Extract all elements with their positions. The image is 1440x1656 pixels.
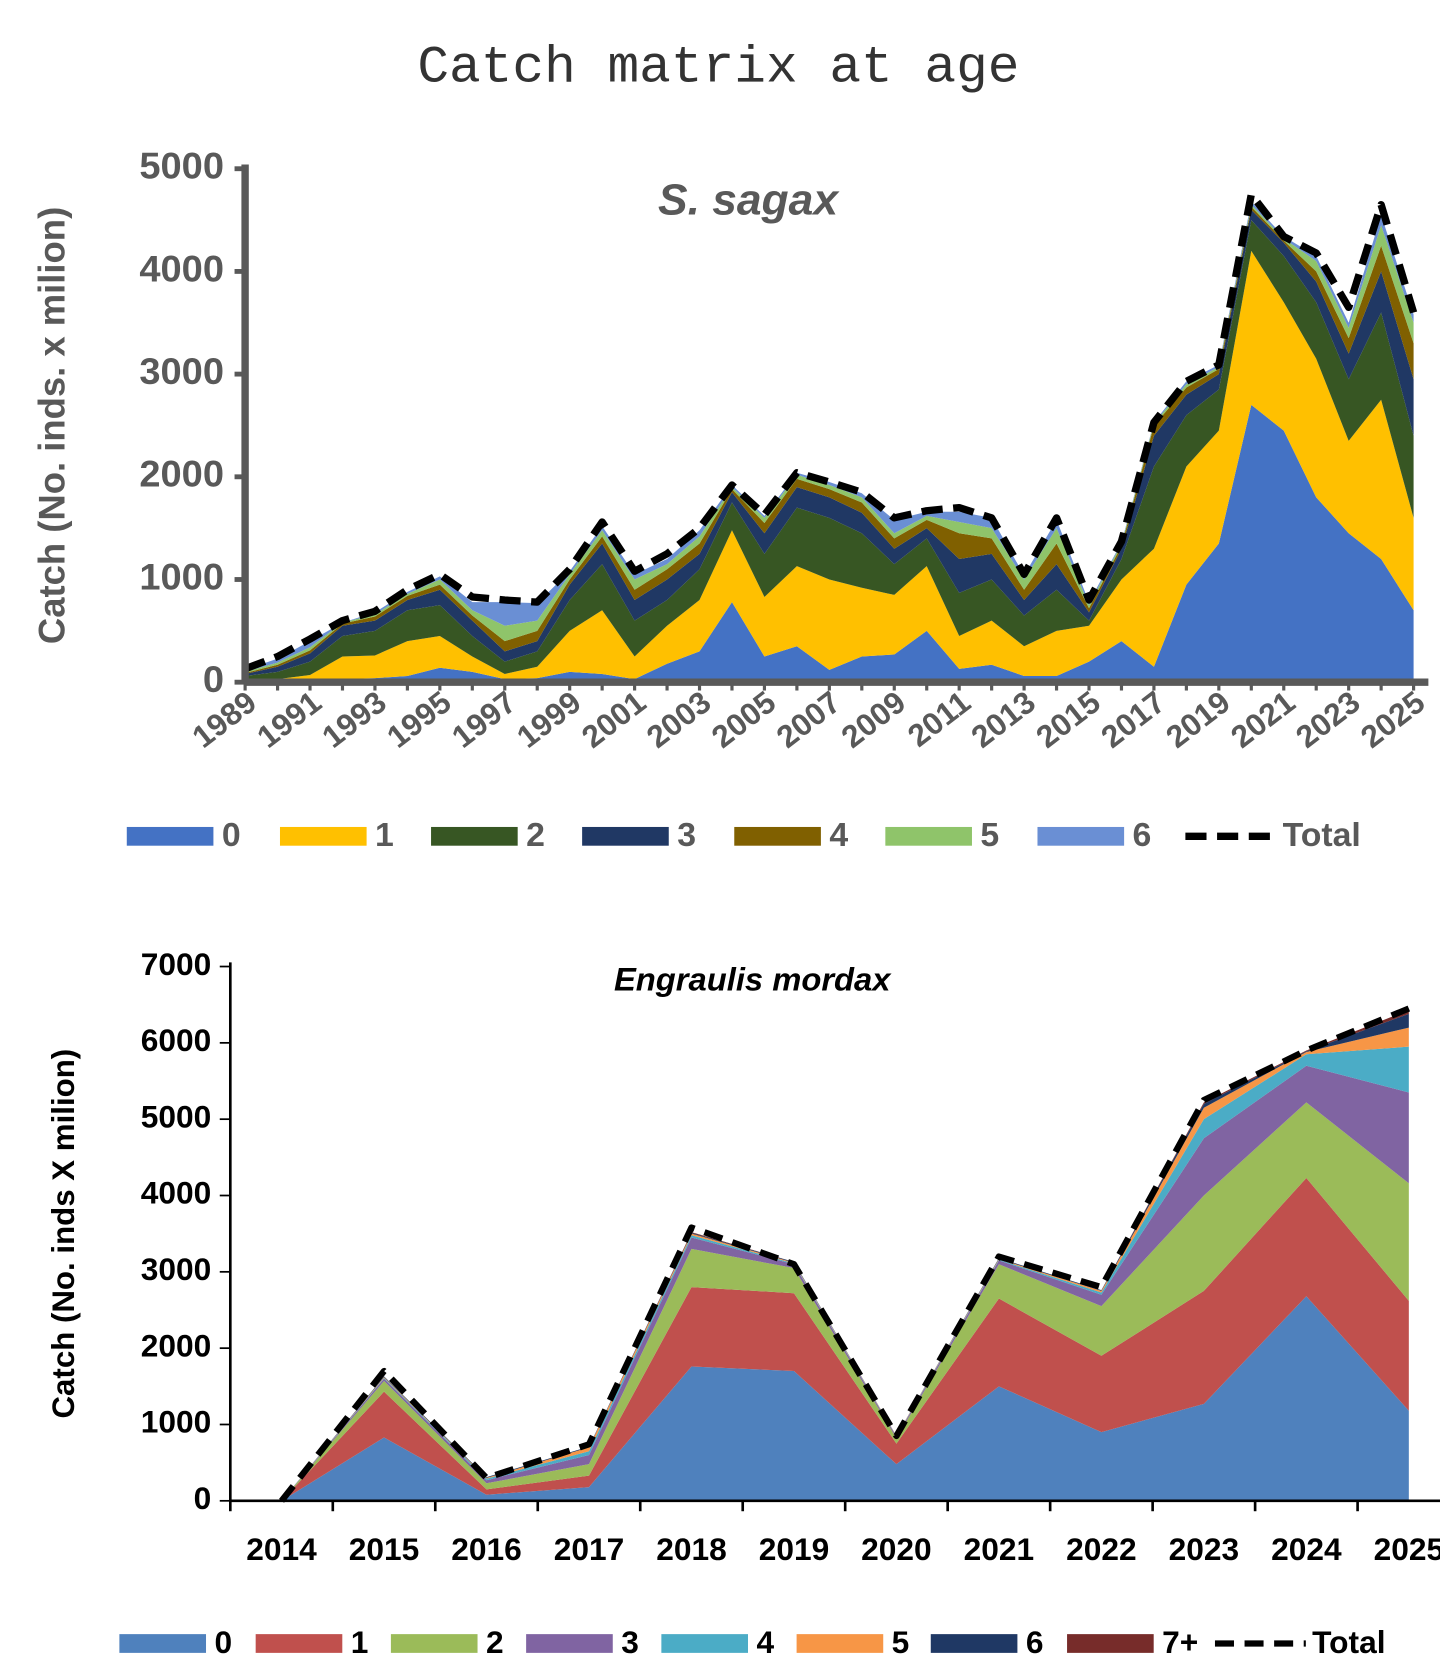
- x-tick-label: 2011: [901, 684, 977, 753]
- legend-label: 5: [980, 817, 999, 854]
- legend-swatch: [390, 1634, 478, 1653]
- x-tick-label: 2009: [835, 684, 912, 754]
- legend-label: 6: [1133, 817, 1152, 854]
- legend-label: 0: [222, 817, 241, 854]
- legend-label: 0: [214, 1625, 232, 1656]
- area: [281, 1102, 1409, 1501]
- total-line: [279, 1005, 1411, 1503]
- x-tick-label: 2025: [1374, 1532, 1440, 1567]
- legend-label: Total: [1283, 817, 1361, 854]
- x-tick-label: 2001: [575, 684, 652, 754]
- x-tick-label: 2021: [1224, 684, 1301, 754]
- y-tick-label: 6000: [141, 1023, 212, 1058]
- area: [245, 404, 1414, 683]
- x-tick-label: 1989: [186, 684, 263, 754]
- x-tick-label: 2003: [640, 684, 717, 754]
- x-tick-label: 2023: [1169, 1532, 1240, 1567]
- figure-title: Catch matrix at age: [417, 38, 1019, 98]
- legend-swatch: [431, 826, 518, 846]
- x-tick-label: 2019: [759, 1532, 830, 1567]
- x-tick-label: 2015: [1030, 684, 1107, 754]
- x-tick-label: 1997: [445, 684, 522, 754]
- legend-swatch: [126, 826, 214, 846]
- legend-label: 5: [892, 1625, 910, 1656]
- x-tick-label: 2020: [861, 1532, 932, 1567]
- legend-label: 2: [526, 817, 545, 854]
- legend-label: 2: [486, 1625, 504, 1656]
- chart-title: S. sagax: [658, 176, 840, 225]
- x-tick-label: 2024: [1271, 1532, 1342, 1567]
- legend-swatch: [1067, 1634, 1154, 1653]
- legend-swatch: [582, 826, 669, 846]
- y-tick-label: 0: [203, 659, 224, 701]
- y-axis-label: Catch (No. inds X milion): [46, 1049, 81, 1419]
- area: [245, 204, 1414, 673]
- legend-label: 7+: [1162, 1625, 1198, 1656]
- y-tick-label: 5000: [141, 1100, 212, 1135]
- area: [281, 1296, 1409, 1501]
- legend-label: Total: [1312, 1625, 1385, 1656]
- y-tick-label: 2000: [141, 1329, 212, 1364]
- y-tick-label: 4000: [141, 1176, 212, 1211]
- x-tick-label: 2007: [770, 684, 847, 754]
- legend-swatch: [885, 826, 972, 846]
- legend-swatch: [734, 826, 821, 846]
- area: [245, 209, 1414, 677]
- x-tick-label: 1991: [251, 684, 328, 754]
- legend-swatch: [119, 1634, 207, 1653]
- chart-title: Engraulis mordax: [614, 962, 892, 998]
- y-tick-label: 4000: [139, 249, 224, 291]
- x-tick-label: 1995: [381, 684, 458, 754]
- x-tick-label: 2022: [1066, 1532, 1137, 1567]
- x-tick-label: 1999: [510, 684, 587, 754]
- x-tick-label: 2019: [1160, 684, 1237, 754]
- legend-swatch: [1037, 826, 1125, 846]
- area: [281, 1177, 1409, 1501]
- x-tick-label: 2023: [1289, 684, 1366, 754]
- legend-label: 1: [351, 1625, 369, 1656]
- x-tick-label: 2021: [964, 1532, 1035, 1567]
- legend-swatch: [279, 826, 367, 846]
- y-tick-label: 1000: [139, 557, 224, 599]
- x-tick-label: 2017: [1095, 684, 1172, 754]
- legend-swatch: [255, 1634, 343, 1653]
- y-tick-label: 7000: [141, 947, 212, 982]
- x-tick-label: 2013: [965, 684, 1042, 754]
- legend-label: 4: [756, 1625, 774, 1656]
- legend-label: 4: [829, 817, 848, 854]
- x-tick-label: 2016: [451, 1532, 522, 1567]
- y-tick-label: 1000: [141, 1405, 212, 1440]
- legend-swatch: [526, 1634, 613, 1653]
- x-tick-label: 2005: [705, 684, 782, 754]
- legend-label: 3: [621, 1625, 639, 1656]
- y-tick-label: 3000: [141, 1252, 212, 1287]
- y-tick-label: 3000: [139, 351, 224, 393]
- legend-swatch: [661, 1634, 748, 1653]
- area: [245, 206, 1414, 674]
- total-line: [243, 190, 1418, 673]
- x-tick-label: 2014: [246, 1532, 317, 1567]
- y-tick-label: 5000: [139, 146, 224, 188]
- x-tick-label: 1993: [316, 684, 393, 754]
- legend-swatch: [796, 1634, 884, 1653]
- y-tick-label: 2000: [139, 454, 224, 496]
- area: [245, 250, 1414, 682]
- y-axis-label: Catch (No. inds. x milion): [31, 207, 72, 644]
- x-tick-label: 2018: [656, 1532, 727, 1567]
- y-tick-label: 0: [194, 1481, 212, 1516]
- legend-label: 6: [1026, 1625, 1044, 1656]
- area: [281, 1065, 1409, 1501]
- x-tick-label: 2017: [554, 1532, 625, 1567]
- legend-label: 1: [375, 817, 394, 854]
- x-tick-label: 2025: [1354, 684, 1431, 754]
- legend-label: 3: [677, 817, 696, 854]
- legend-swatch: [930, 1634, 1018, 1653]
- area: [245, 220, 1414, 681]
- x-tick-label: 2015: [349, 1532, 420, 1567]
